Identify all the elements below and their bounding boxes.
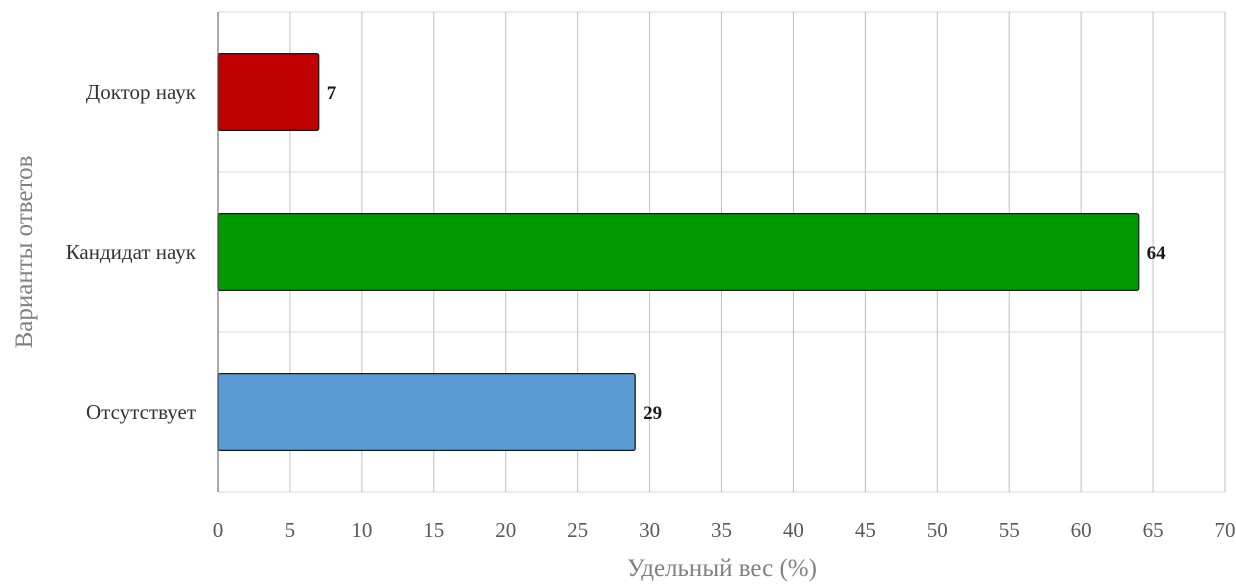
x-tick-labels: 0 5 10 15 20 25 30 35 40 45 50 55 60 65 70 [213,518,1236,542]
y-axis-title: Варианты ответов [11,156,38,349]
data-labels: 7 64 29 [327,83,1166,424]
x-tick-label: 0 [213,518,224,542]
category-label: Доктор наук [86,80,197,104]
x-tick-label: 45 [855,518,876,542]
category-labels: Доктор наук Кандидат наук Отсутствует [66,80,197,424]
category-label: Отсутствует [86,400,196,424]
x-tick-label: 40 [783,518,804,542]
x-tick-label: 20 [495,518,516,542]
x-tick-label: 35 [711,518,732,542]
x-tick-label: 30 [639,518,660,542]
x-tick-label: 5 [285,518,296,542]
bar [217,212,1140,292]
bar [217,372,636,452]
x-tick-label: 55 [999,518,1020,542]
x-axis-title: Удельный вес (%) [627,555,817,582]
bar [217,52,320,132]
x-tick-label: 60 [1071,518,1092,542]
category-label: Кандидат наук [66,240,197,264]
data-label: 64 [1147,243,1167,264]
x-tick-label: 10 [351,518,372,542]
x-tick-label: 15 [423,518,444,542]
data-label: 29 [643,403,662,424]
x-tick-label: 50 [927,518,948,542]
x-tick-label: 25 [567,518,588,542]
bars [217,52,1140,452]
data-label: 7 [327,83,337,104]
x-tick-label: 65 [1143,518,1164,542]
x-tick-label: 70 [1215,518,1236,542]
